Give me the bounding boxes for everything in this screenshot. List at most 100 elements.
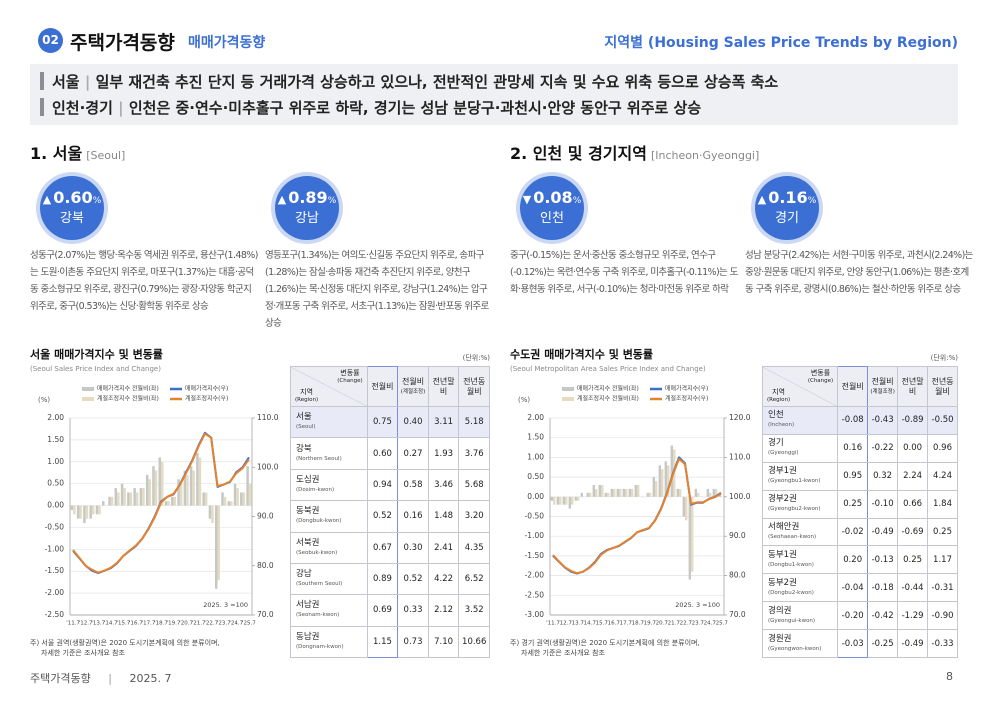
y2-tick-label: 110.0 [257,413,279,422]
x-tick-label: '16.7 [606,621,620,627]
y-tick-label: -2.00 [45,588,65,597]
region-name: 강북 [296,443,312,454]
value-cell: -0.90 [927,601,958,630]
bar [110,496,114,506]
y2-tick-label: 110.0 [729,452,751,461]
y2-tick-label: 100.0 [257,462,279,471]
region-cell: 도심권 (Dosim-kwon) [290,468,368,502]
chart-title: 수도권 매매가격지수 및 변동률 [510,347,653,361]
bar [120,483,124,506]
value-cell: 2.41 [427,531,460,564]
value-cell: -0.10 [867,489,899,519]
y-tick-label: -2.50 [45,610,65,619]
bar [223,496,227,506]
y-tick-label: 0.00 [47,501,64,510]
bar [568,496,571,509]
column-header: 전월비 (계절조정) [397,366,429,407]
x-tick-label: '19.7 [642,621,656,627]
value-cell: 0.58 [397,468,429,502]
data-table: 변동률 (Change) 지역 (Region) 전월비 전월비 (계절조정) 전년말비 전년동… [290,366,490,659]
legend-label: 계절조정지수 전월비(좌) [97,395,159,403]
change-badge: ▲ 0.60% 강북 [40,176,104,240]
value-cell: 0.89 [366,562,399,596]
card-text: 성남 분당구(2.42%)는 서현·구미동 위주로, 과천시(2.24%)는 중… [745,250,973,295]
badge-value-line: ▼ 0.08% [520,189,584,210]
value-cell: 3.46 [427,468,460,502]
region-name: 경원권 [768,633,792,644]
bar [652,477,655,497]
x-tick-label: '20.7 [179,621,193,627]
bar [246,466,249,506]
bar [697,492,700,497]
bar [73,505,76,515]
value-cell: 1.17 [927,545,958,575]
section-heading: 2. 인천 및 경기지역 [Incheon·Gyeonggi] [510,140,759,164]
badge-unit: % [807,196,817,206]
value-cell: 1.48 [427,500,460,533]
table-row: 경원권 (Gyeongwon-kwon) -0.03 -0.25 -0.49 -0.33 [761,629,958,658]
bar [148,479,151,506]
bar [177,479,180,506]
table-unit: (단위:%) [462,354,490,362]
value-cell: -0.25 [867,629,899,658]
bar [83,505,86,524]
footer: 주택가격동향 | 2025. 7 [30,670,171,686]
region-name: 동남권 [296,631,320,642]
bar [682,496,685,517]
legend-swatch [82,397,94,401]
chart-note: 2025. 3 =100 [675,601,720,609]
bar [637,484,640,497]
corner-left-en: (Region) [767,397,791,403]
badge-arrow: ▲ [42,193,52,206]
bar [198,457,202,506]
bar [227,501,231,506]
bar [89,505,92,519]
region-name: 인천 [768,410,784,421]
y2-tick-label: 90.0 [257,512,274,521]
summary-bar [40,98,44,116]
y-tick-label: -1.00 [45,544,65,553]
legend-label: 매매가격지수 전월비(좌) [97,385,159,393]
bar [214,505,218,589]
bar [221,492,224,506]
bar [577,496,580,501]
table-row: 도심권 (Dosim-kwon) 0.94 0.58 3.46 5.68 [290,468,490,502]
bar [613,488,616,497]
value-cell: 0.96 [927,433,958,463]
region-name: 동부2권 [768,577,797,588]
bar [91,505,95,515]
x-tick-label: '14.7 [104,621,118,627]
value-cell: 0.25 [927,517,958,547]
table-row: 강북 (Northern Seoul) 0.60 0.27 1.93 3.76 [290,437,490,470]
region-name-en: (Seonam-kwon) [296,612,340,619]
bar [154,470,158,506]
legend-label: 계절조정지수(우) [185,395,228,403]
badge-value-line: ▲ 0.89% [275,189,339,210]
region-name-en: (Northern Seoul) [296,455,342,462]
column-header: 전월비 [366,366,399,407]
change-badge: ▲ 0.89% 강남 [275,176,339,240]
region-name: 서울 [296,412,312,423]
bar [248,483,252,506]
bar [667,465,670,497]
bar [556,496,559,505]
table-row: 강남 (Southern Seoul) 0.89 0.52 4.22 6.52 [290,562,490,596]
chart: 수도권 매매가격지수 및 변동률 (Seoul Metropolitan Area… [510,347,751,657]
value-cell: 0.00 [897,433,929,463]
column-header-en: (계절조정) [400,388,426,395]
region-name-en: (Gyeongbu2-kwon) [768,506,821,513]
x-tick-label: '15.7 [594,621,608,627]
value-cell: 0.25 [837,489,869,519]
y-axis-unit: (%) [38,396,50,404]
region-cell: 서남권 (Seonam-kwon) [290,594,368,627]
bar [664,461,667,497]
value-cell: 3.20 [458,500,490,533]
table-row: 서남권 (Seonam-kwon) 0.69 0.33 2.12 3.52 [290,594,490,627]
badge-value: 0.60 [53,188,93,207]
value-cell: -0.04 [837,573,869,603]
x-tick-label: '17.7 [142,621,156,627]
summary-text: 일부 재건축 추진 단지 등 거래가격 상승하고 있으나, 전반적인 관망세 지… [95,73,779,91]
x-tick-label: '13.7 [570,621,584,627]
region-cell: 경의권 (Gyeongui-kwon) [761,601,839,630]
column-header-label: 전월비 [371,381,394,391]
